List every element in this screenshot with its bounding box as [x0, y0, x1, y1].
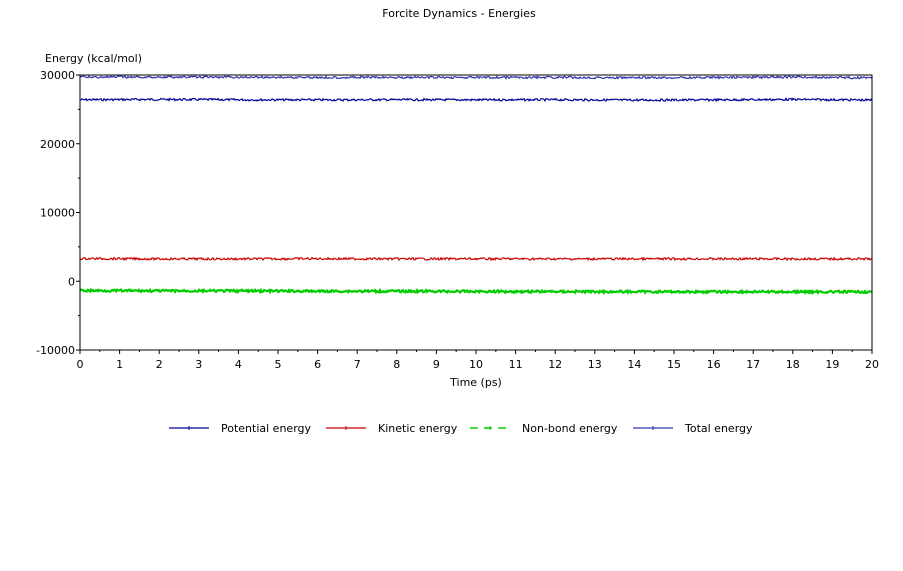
y-tick-label: 30000: [40, 69, 75, 82]
x-tick-label: 9: [433, 358, 440, 371]
x-tick-label: 11: [509, 358, 523, 371]
x-tick-label: 15: [667, 358, 681, 371]
plot-area-frame: [79, 74, 873, 351]
legend-label-0: Potential energy: [221, 422, 312, 435]
series-line-2: [79, 287, 873, 295]
legend-label-2: Non-bond energy: [522, 422, 618, 435]
x-tick-label: 18: [786, 358, 800, 371]
x-tick-label: 4: [235, 358, 242, 371]
x-tick-label: 0: [77, 358, 84, 371]
x-tick-label: 3: [195, 358, 202, 371]
y-tick-label: -10000: [36, 344, 75, 357]
series-layer: [79, 75, 873, 295]
x-tick-label: 2: [156, 358, 163, 371]
x-axis-label: Time (ps): [449, 376, 502, 389]
x-tick-label: 13: [588, 358, 602, 371]
y-tick-label: 10000: [40, 207, 75, 220]
series-line-1: [79, 256, 873, 262]
x-tick-label: 14: [627, 358, 641, 371]
x-axis-ticks: 0 1 2 3 4 5 6 7 8 9 10 11 12 13 14 15 16 17 18 19 20: [77, 350, 879, 371]
x-tick-label: 12: [548, 358, 562, 371]
series-line-3: [79, 75, 873, 80]
x-tick-label: 7: [354, 358, 361, 371]
y-axis-ticks: -10000 0 10000 20000 30000: [36, 69, 80, 357]
series-line-0: [79, 97, 873, 103]
legend-label-3: Total energy: [684, 422, 753, 435]
x-tick-label: 16: [707, 358, 721, 371]
chart-title: Forcite Dynamics - Energies: [382, 7, 536, 20]
x-tick-label: 10: [469, 358, 483, 371]
y-axis-label: Energy (kcal/mol): [45, 52, 142, 65]
x-tick-label: 19: [825, 358, 839, 371]
x-tick-label: 6: [314, 358, 321, 371]
x-tick-label: 20: [865, 358, 879, 371]
x-tick-label: 1: [116, 358, 123, 371]
y-tick-label: 20000: [40, 138, 75, 151]
legend: Potential energy Kinetic energy Non-bond e…: [169, 422, 753, 435]
x-tick-label: 8: [393, 358, 400, 371]
legend-label-1: Kinetic energy: [378, 422, 458, 435]
y-tick-label: 0: [68, 275, 75, 288]
x-tick-label: 5: [275, 358, 282, 371]
x-tick-label: 17: [746, 358, 760, 371]
